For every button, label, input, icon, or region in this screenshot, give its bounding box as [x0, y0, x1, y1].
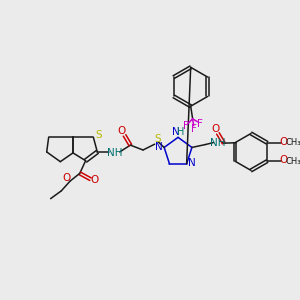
Text: O: O [62, 173, 70, 183]
Text: S: S [95, 130, 102, 140]
Text: N: N [188, 158, 195, 168]
Text: NH: NH [210, 138, 226, 148]
Text: NH: NH [107, 148, 123, 158]
Text: O: O [212, 124, 220, 134]
Text: N: N [155, 142, 163, 152]
Text: O: O [90, 175, 98, 185]
Text: CH₃: CH₃ [286, 138, 300, 147]
Text: O: O [118, 125, 126, 136]
Text: F: F [191, 124, 197, 134]
Text: O: O [279, 155, 288, 165]
Text: H: H [177, 128, 185, 137]
Text: N: N [172, 128, 180, 137]
Text: F: F [183, 121, 189, 131]
Text: F: F [197, 119, 203, 129]
Text: S: S [154, 134, 161, 144]
Text: CH₃: CH₃ [286, 157, 300, 166]
Text: O: O [279, 137, 288, 147]
